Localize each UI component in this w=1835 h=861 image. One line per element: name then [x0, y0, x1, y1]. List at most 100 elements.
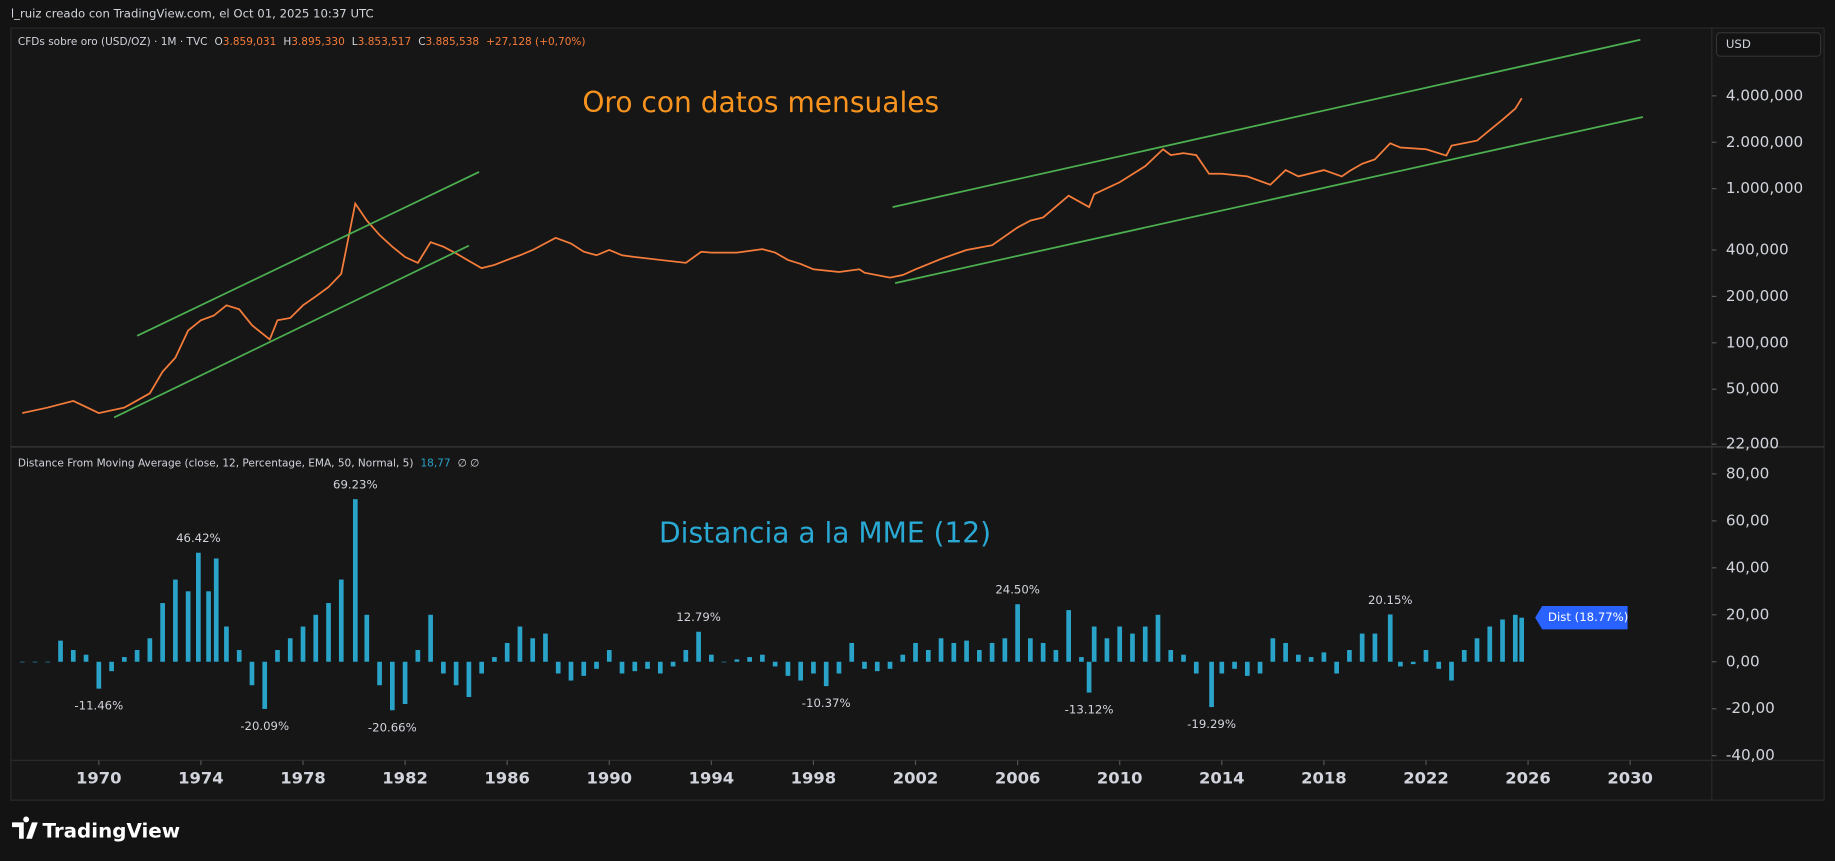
- histogram-bar: [1130, 633, 1135, 662]
- histogram-bar: [619, 661, 625, 674]
- histogram-bar: [1270, 638, 1276, 662]
- histogram-bar: [122, 657, 127, 662]
- price-pane: [22, 38, 1644, 419]
- histogram-bar: [1410, 661, 1416, 665]
- histogram-bar: [823, 661, 829, 687]
- histogram-bar: [1117, 626, 1123, 662]
- histogram-bar: [249, 661, 255, 686]
- chart-frame: [10, 27, 1825, 801]
- histogram-bar: [224, 626, 229, 662]
- histogram-bar: [709, 654, 714, 662]
- y-tick-label: 200,000: [1726, 287, 1789, 305]
- price-title: Oro con datos mensuales: [582, 86, 939, 119]
- histogram-bar: [196, 552, 201, 662]
- currency-badge[interactable]: [1715, 32, 1822, 57]
- y-tick-label: -20,00: [1726, 699, 1775, 717]
- histogram-bar: [760, 654, 765, 662]
- histogram-bar: [683, 650, 689, 662]
- histogram-bar: [402, 661, 408, 705]
- change: +27,128 (+0,70%): [486, 36, 585, 48]
- peak-label: -20.09%: [240, 719, 289, 733]
- ohlc-value: 3.885,538: [426, 36, 480, 48]
- histogram-bar: [109, 661, 114, 672]
- histogram-bar: [657, 661, 663, 674]
- histogram-bar: [1398, 661, 1403, 667]
- histogram-bar: [300, 626, 306, 662]
- histogram-bar: [696, 631, 701, 662]
- ohlc-key: C: [418, 36, 425, 48]
- histogram-bar: [58, 640, 63, 662]
- x-tick-label: 1998: [791, 769, 837, 788]
- histogram-bar: [1461, 650, 1467, 662]
- brand-logo: TradingView: [12, 816, 180, 842]
- price-line: [22, 97, 1523, 414]
- x-tick-label: 1978: [280, 769, 326, 788]
- histogram-bar: [441, 661, 446, 674]
- peak-label: 69.23%: [333, 478, 378, 492]
- symbol-legend: CFDs sobre oro (USD/OZ) · 1M · TVC O3.859…: [18, 36, 586, 48]
- histogram-bar: [1155, 614, 1161, 662]
- histogram-bar: [70, 650, 76, 662]
- y-tick-label: 50,000: [1726, 380, 1779, 398]
- ohlc-value: 3.853,517: [358, 36, 412, 48]
- histogram-bar: [173, 579, 178, 662]
- logo-text: TradingView: [42, 819, 180, 842]
- histogram-bar: [887, 661, 893, 669]
- indicator-title: Distancia a la MME (12): [659, 517, 991, 550]
- histogram-bar: [504, 642, 510, 662]
- histogram-bar: [530, 638, 536, 662]
- last-value-tag: [1535, 605, 1628, 630]
- histogram-bar: [1487, 626, 1493, 662]
- histogram-bar: [83, 654, 89, 662]
- histogram-bar: [606, 650, 612, 662]
- peak-label: 12.79%: [676, 610, 721, 624]
- histogram-bar: [1168, 650, 1174, 662]
- histogram-bar: [747, 657, 752, 662]
- x-tick-label: 2010: [1097, 769, 1143, 788]
- y-tick-label: 1.000,000: [1726, 179, 1803, 197]
- histogram-bar: [1436, 661, 1442, 669]
- histogram-bar: [1449, 661, 1454, 681]
- histogram-bar: [492, 657, 497, 662]
- y-tick-label: 100,000: [1726, 333, 1789, 351]
- histogram-bar: [989, 642, 995, 662]
- histogram-bar: [313, 614, 319, 662]
- histogram-bar: [206, 591, 211, 662]
- peak-label: 24.50%: [995, 583, 1040, 597]
- histogram-bar: [734, 659, 740, 662]
- histogram-bar: [1512, 614, 1518, 662]
- histogram-bar: [96, 661, 102, 689]
- symbol: CFDs sobre oro (USD/OZ) · 1M · TVC: [18, 36, 208, 48]
- y-tick-label: 22,000: [1726, 435, 1779, 453]
- x-tick-label: 1986: [484, 769, 530, 788]
- histogram-bar: [1142, 626, 1148, 662]
- peak-label: -19.29%: [1187, 717, 1236, 731]
- histogram-bar: [1040, 642, 1046, 662]
- histogram-bar: [236, 650, 242, 662]
- x-tick-label: 2022: [1403, 769, 1449, 788]
- histogram-bar: [555, 661, 561, 674]
- histogram-bar: [543, 633, 548, 662]
- y-tick-label: 2.000,000: [1726, 133, 1803, 151]
- histogram-bar: [581, 661, 587, 676]
- y-tick-label: 4.000,000: [1726, 86, 1803, 104]
- indicator-legend: Distance From Moving Average (close, 12,…: [18, 457, 479, 469]
- histogram-bar: [1244, 661, 1250, 676]
- histogram-bar: [338, 579, 344, 662]
- histogram-bar: [428, 614, 433, 662]
- histogram-bar: [352, 499, 358, 662]
- histogram-bar: [185, 591, 191, 662]
- histogram-bar: [1359, 633, 1365, 662]
- y-tick-label: 60,00: [1726, 511, 1769, 529]
- x-tick-label: 2002: [893, 769, 939, 788]
- histogram-bar: [836, 661, 842, 674]
- histogram-bar: [377, 661, 382, 686]
- peak-label: -13.12%: [1065, 703, 1114, 717]
- histogram-bar: [45, 661, 51, 663]
- histogram-bar: [326, 603, 331, 662]
- histogram-bar: [466, 661, 472, 697]
- histogram-bar: [1347, 650, 1352, 662]
- attribution: l_ruiz creado con TradingView.com, el Oc…: [11, 7, 374, 21]
- histogram-bar: [1086, 661, 1092, 693]
